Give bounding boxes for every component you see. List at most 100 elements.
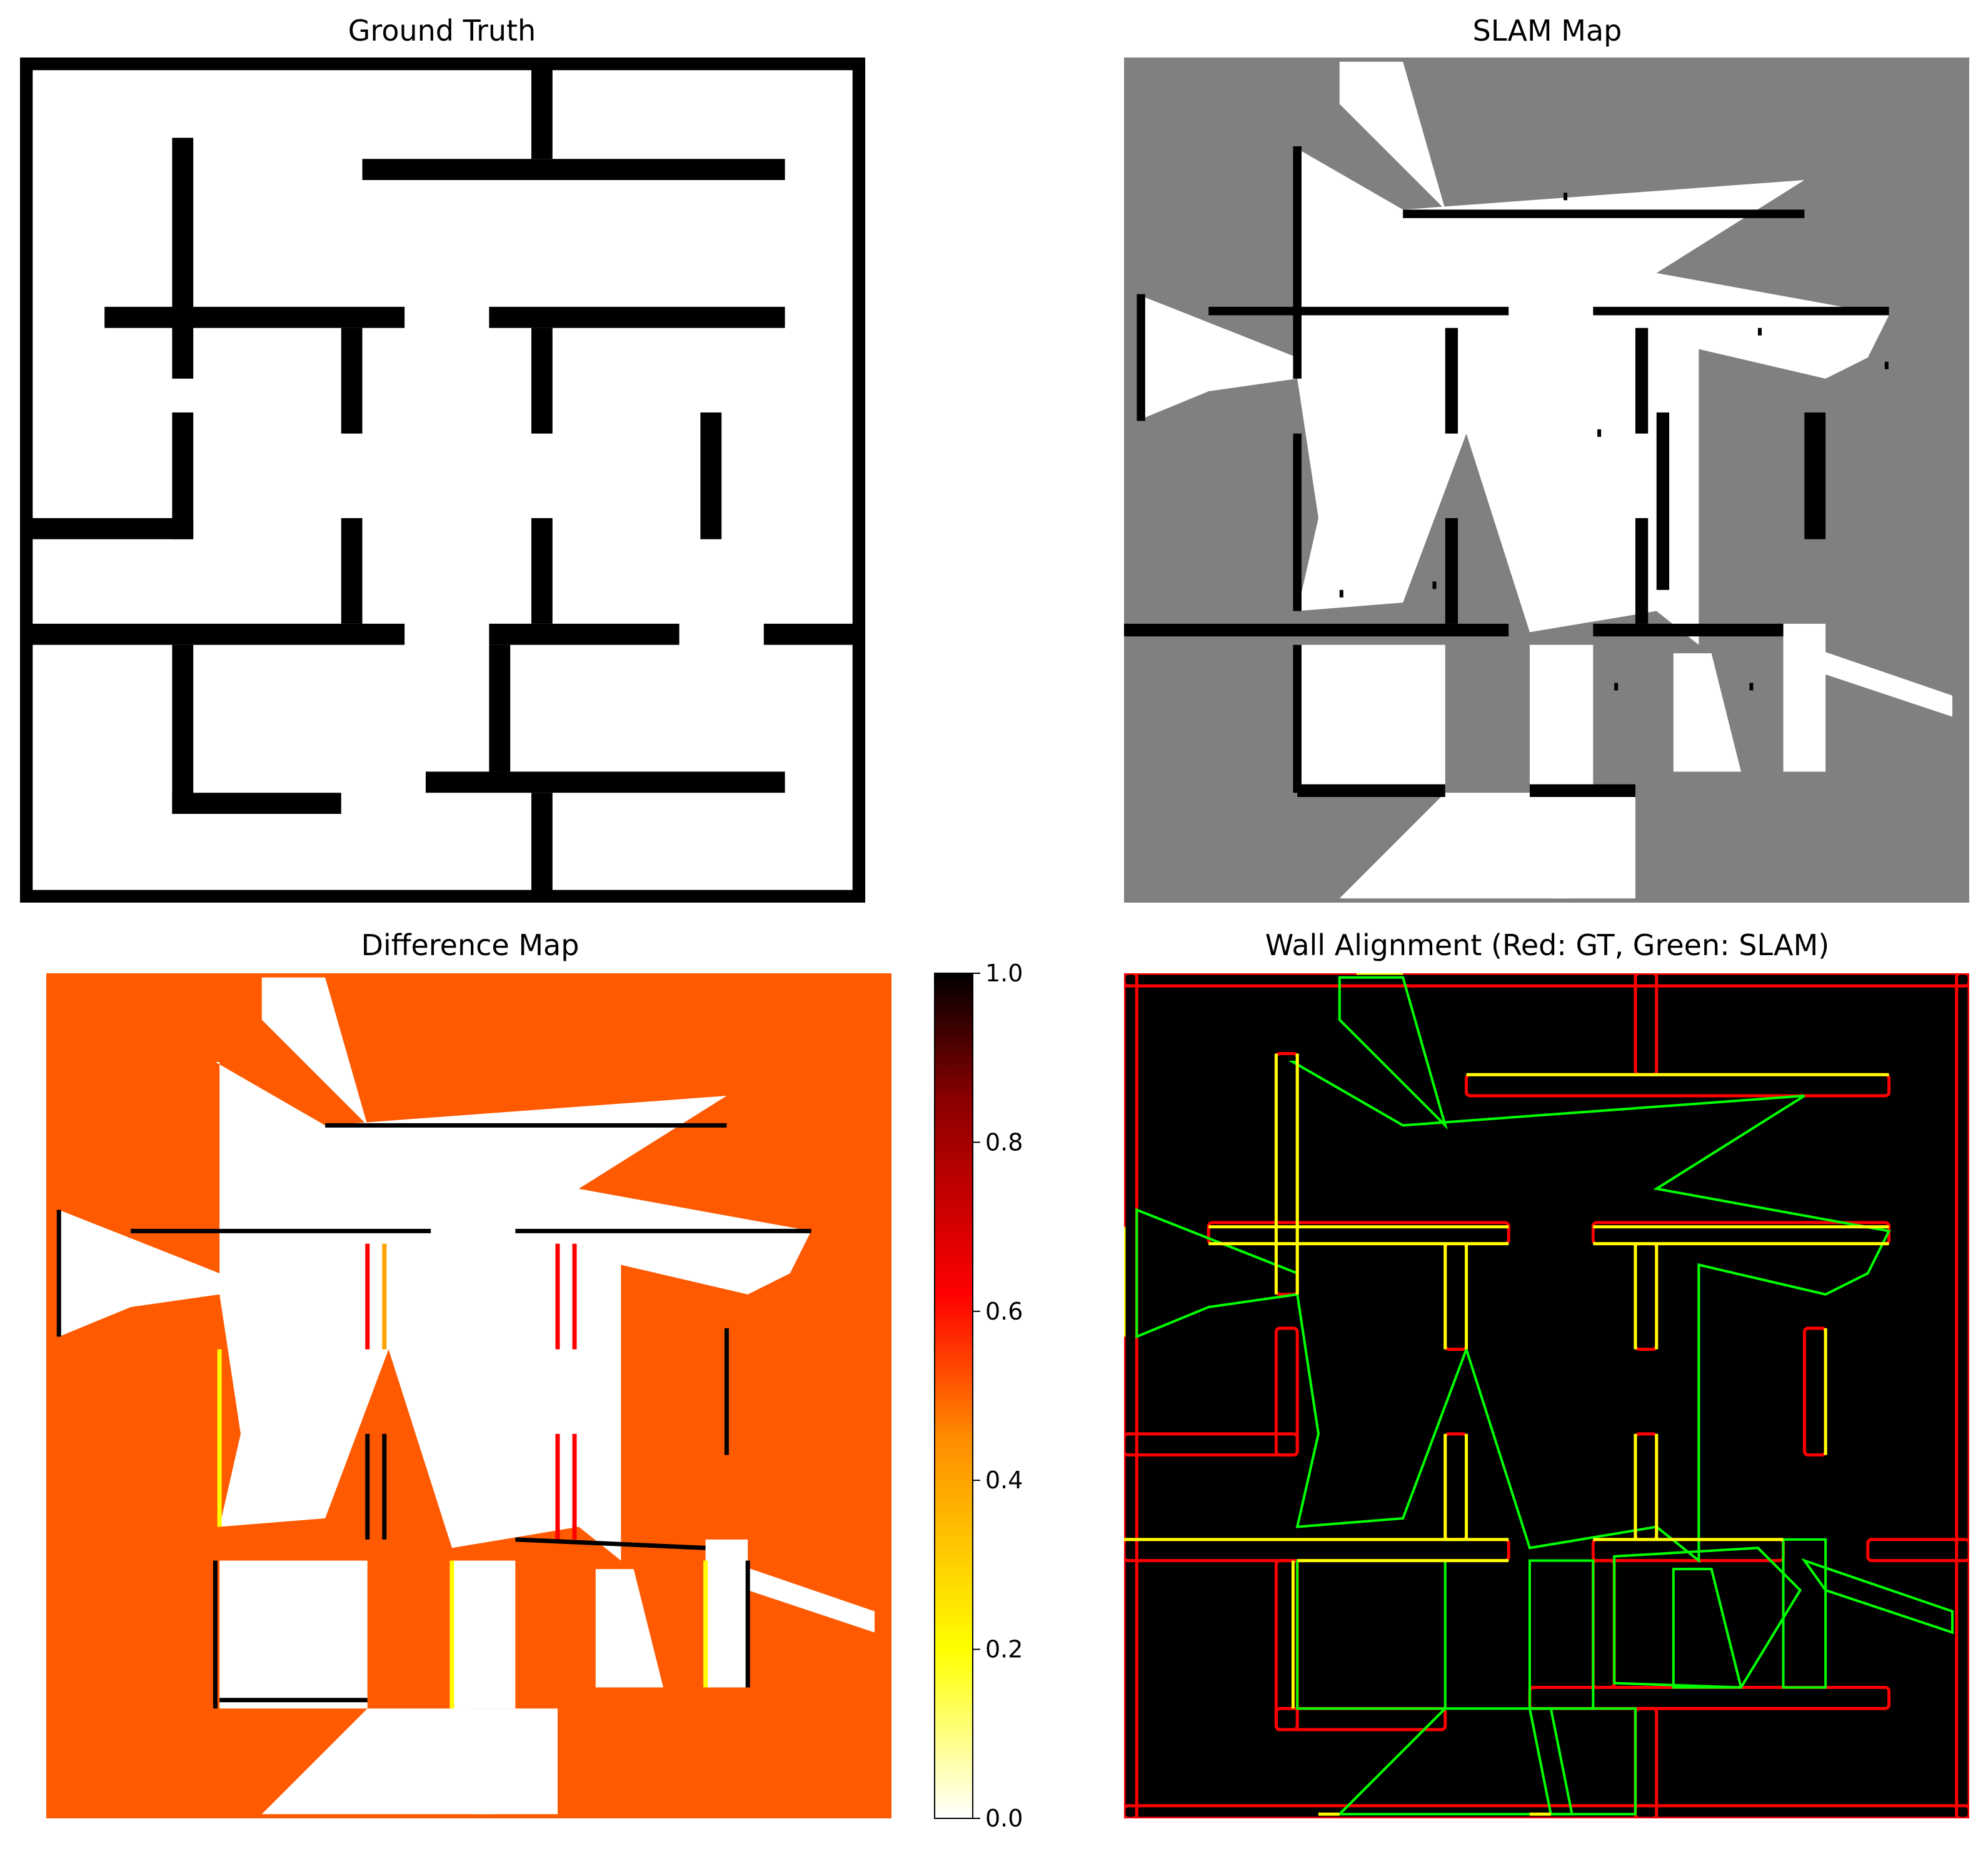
gt-wall-edge bbox=[1124, 1804, 1969, 1818]
wall-cell bbox=[20, 58, 865, 71]
diff-free-region bbox=[219, 1560, 368, 1709]
wall-alignment-title: Wall Alignment (Red: GT, Green: SLAM) bbox=[1265, 928, 1829, 962]
slam-wall-edge bbox=[1528, 1707, 1637, 1816]
difference-map-title: Difference Map bbox=[361, 928, 580, 962]
gt-wall-edge bbox=[1124, 973, 1138, 1818]
wall-cell bbox=[763, 623, 865, 645]
gt-wall-edge bbox=[1866, 1538, 1969, 1563]
slam-wall-edge bbox=[1672, 1568, 1743, 1689]
free-region bbox=[1673, 653, 1741, 772]
wall-cell bbox=[425, 771, 785, 793]
wall-cell bbox=[489, 623, 680, 645]
panel-content bbox=[1124, 973, 1969, 1818]
diff-free-region bbox=[726, 1560, 875, 1633]
wall-cell bbox=[531, 518, 553, 624]
map-background bbox=[20, 58, 865, 903]
wall-cell bbox=[489, 644, 511, 772]
wall-alignment-panel: Wall Alignment (Red: GT, Green: SLAM) bbox=[1124, 928, 1969, 1818]
noise-mark bbox=[1614, 683, 1619, 691]
colorbar-tick-label: 0.6 bbox=[985, 1298, 1023, 1325]
slam-wall-edge bbox=[1613, 1546, 1802, 1689]
slam-wall bbox=[1635, 328, 1649, 434]
wall-cell bbox=[20, 889, 865, 903]
noise-mark bbox=[1884, 361, 1889, 369]
wall-cell bbox=[20, 58, 33, 903]
wall-cell bbox=[172, 793, 341, 814]
noise-mark bbox=[1644, 387, 1648, 395]
free-region bbox=[1804, 644, 1952, 717]
panel-content bbox=[1124, 58, 1969, 903]
slam-wall bbox=[1593, 623, 1784, 637]
ground-truth-title: Ground Truth bbox=[348, 14, 536, 48]
slam-wall-edge bbox=[1135, 1060, 1891, 1563]
wall-cell bbox=[531, 328, 553, 434]
wall-cell bbox=[172, 644, 194, 814]
slam-wall bbox=[1635, 518, 1649, 624]
gt-wall-edge bbox=[1955, 973, 1969, 1818]
slam-wall bbox=[1124, 623, 1509, 637]
slam-wall-edge bbox=[1782, 1538, 1827, 1689]
noise-mark bbox=[1758, 328, 1762, 336]
free-region bbox=[1529, 644, 1594, 793]
diff-free-region bbox=[261, 977, 368, 1126]
slam-wall bbox=[1804, 412, 1826, 539]
panel-content bbox=[46, 973, 891, 1818]
free-region bbox=[1137, 146, 1889, 645]
gt-wall-edge bbox=[1124, 1432, 1299, 1457]
diff-free-region bbox=[451, 1708, 558, 1815]
wall-cell bbox=[20, 518, 194, 539]
slam-wall bbox=[1137, 294, 1145, 421]
wall-cell bbox=[172, 138, 194, 379]
difference-colorbar: 0.0 0.2 0.4 0.6 0.8 1.0 bbox=[934, 960, 1023, 1832]
wall-cell bbox=[531, 793, 553, 903]
slam-wall bbox=[1208, 306, 1509, 316]
noise-mark bbox=[1339, 589, 1343, 598]
slam-map-title: SLAM Map bbox=[1473, 14, 1622, 48]
wall-cell bbox=[362, 159, 785, 181]
diff-free-region bbox=[59, 1061, 811, 1561]
diff-free-region bbox=[705, 1539, 748, 1688]
free-region bbox=[1339, 793, 1572, 899]
diff-free-region bbox=[261, 1708, 494, 1815]
wall-cell bbox=[531, 58, 553, 159]
free-region bbox=[1339, 61, 1445, 210]
slam-wall bbox=[1445, 328, 1458, 434]
alignment-background bbox=[1124, 973, 1969, 1818]
wall-cell bbox=[104, 306, 405, 328]
free-region bbox=[1297, 644, 1445, 793]
wall-cell bbox=[341, 328, 363, 434]
colorbar-tick-label: 1.0 bbox=[985, 960, 1023, 987]
slam-wall bbox=[1297, 784, 1445, 797]
ground-truth-panel: Ground Truth bbox=[20, 14, 865, 903]
gt-wall-edge bbox=[1124, 973, 1969, 988]
noise-mark bbox=[1597, 429, 1602, 437]
colorbar-tick-label: 0.2 bbox=[985, 1636, 1023, 1663]
diff-free-region bbox=[595, 1569, 663, 1688]
slam-wall-edge bbox=[1338, 976, 1448, 1130]
wall-cell bbox=[341, 518, 363, 624]
wall-cell bbox=[489, 306, 785, 328]
slam-wall bbox=[1593, 306, 1889, 316]
slam-map-panel: SLAM Map bbox=[1124, 14, 1969, 903]
wall-cell bbox=[20, 623, 405, 645]
noise-mark bbox=[1432, 581, 1437, 589]
difference-map-panel: Difference Map bbox=[46, 928, 891, 1818]
colorbar-tick-label: 0.8 bbox=[985, 1128, 1023, 1156]
colorbar-tick-label: 0.0 bbox=[985, 1805, 1023, 1832]
slam-wall bbox=[1445, 518, 1458, 624]
wall-cell bbox=[700, 412, 722, 539]
free-region bbox=[1529, 793, 1635, 899]
slam-wall bbox=[1293, 644, 1302, 793]
free-region bbox=[1783, 623, 1826, 772]
colorbar-tick-label: 0.4 bbox=[985, 1466, 1023, 1494]
diff-free-region bbox=[451, 1560, 516, 1709]
diff-edge bbox=[515, 1537, 706, 1550]
noise-mark bbox=[1564, 193, 1568, 201]
noise-mark bbox=[1749, 683, 1754, 691]
slam-wall bbox=[1529, 784, 1635, 797]
slam-wall bbox=[1403, 209, 1805, 218]
slam-wall bbox=[1656, 412, 1670, 590]
slam-wall-edge bbox=[1801, 1558, 1954, 1635]
slam-wall bbox=[1293, 146, 1302, 379]
